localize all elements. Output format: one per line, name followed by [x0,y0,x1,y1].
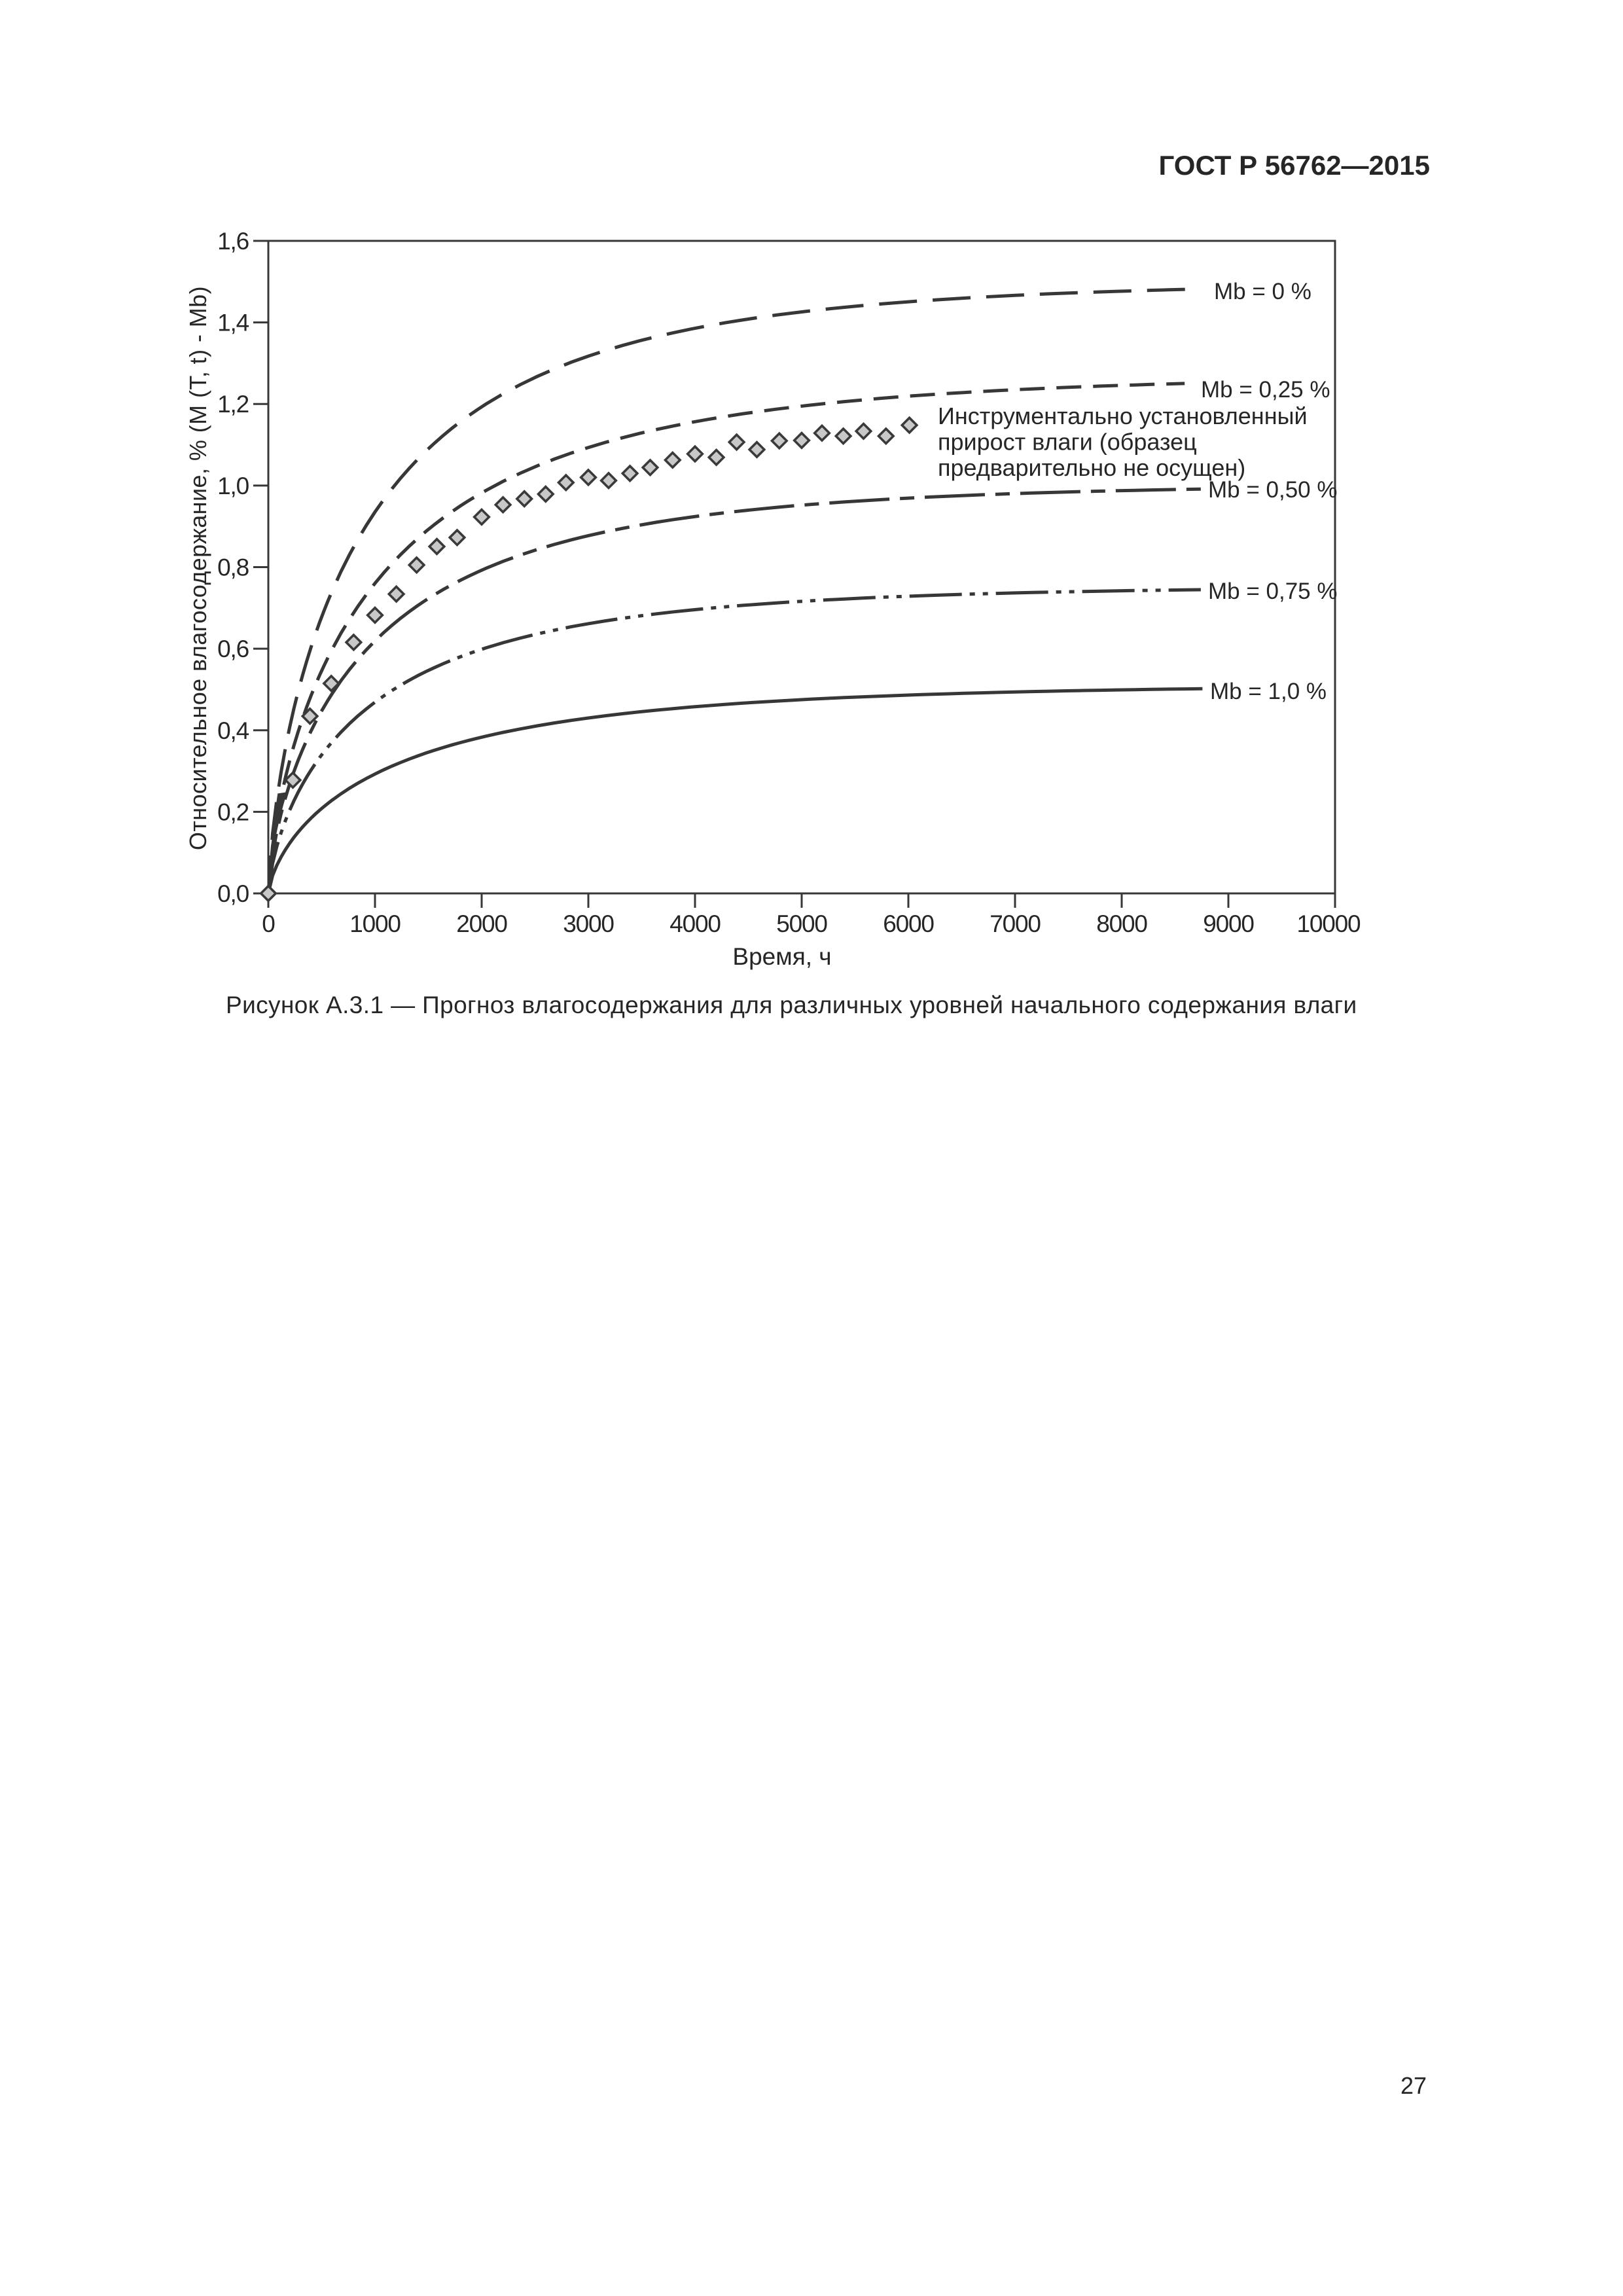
svg-text:1000: 1000 [349,910,401,937]
svg-text:7000: 7000 [990,910,1041,937]
svg-text:1,2: 1,2 [217,391,249,418]
svg-text:Mb = 1,0 %: Mb = 1,0 % [1210,679,1327,704]
svg-text:Mb = 0 %: Mb = 0 % [1214,279,1311,304]
svg-text:0: 0 [262,910,275,937]
svg-text:1,4: 1,4 [217,310,249,336]
svg-text:10000: 10000 [1297,910,1361,937]
svg-text:Инструментально установленный: Инструментально установленный [938,403,1308,429]
svg-text:Mb = 0,25 %: Mb = 0,25 % [1201,377,1330,403]
svg-text:прирост влаги (образец: прирост влаги (образец [938,429,1197,456]
svg-text:ГОСТ Р 56762—2015: ГОСТ Р 56762—2015 [1159,150,1430,181]
svg-text:0,4: 0,4 [217,717,249,744]
svg-text:8000: 8000 [1096,910,1147,937]
svg-text:5000: 5000 [776,910,827,937]
svg-text:27: 27 [1400,2072,1427,2099]
svg-text:Mb = 0,75 %: Mb = 0,75 % [1208,579,1337,604]
svg-text:Рисунок А.3.1 — Прогноз влагос: Рисунок А.3.1 — Прогноз влагосодержания … [226,992,1357,1018]
svg-text:Относительное влагосодержание,: Относительное влагосодержание, % (M (T, … [185,286,211,850]
svg-text:1,6: 1,6 [217,228,249,255]
svg-text:3000: 3000 [563,910,614,937]
svg-text:9000: 9000 [1203,910,1254,937]
svg-text:предварительно не осущен): предварительно не осущен) [938,454,1245,481]
svg-text:4000: 4000 [669,910,721,937]
svg-text:0,8: 0,8 [217,554,249,581]
svg-text:0,2: 0,2 [217,798,249,825]
svg-text:2000: 2000 [456,910,507,937]
svg-text:0,0: 0,0 [217,880,249,907]
svg-text:Время, ч: Время, ч [732,943,831,970]
svg-text:6000: 6000 [883,910,934,937]
svg-text:Mb = 0,50 %: Mb = 0,50 % [1208,477,1337,503]
svg-text:0,6: 0,6 [217,636,249,662]
svg-text:1,0: 1,0 [217,473,249,499]
